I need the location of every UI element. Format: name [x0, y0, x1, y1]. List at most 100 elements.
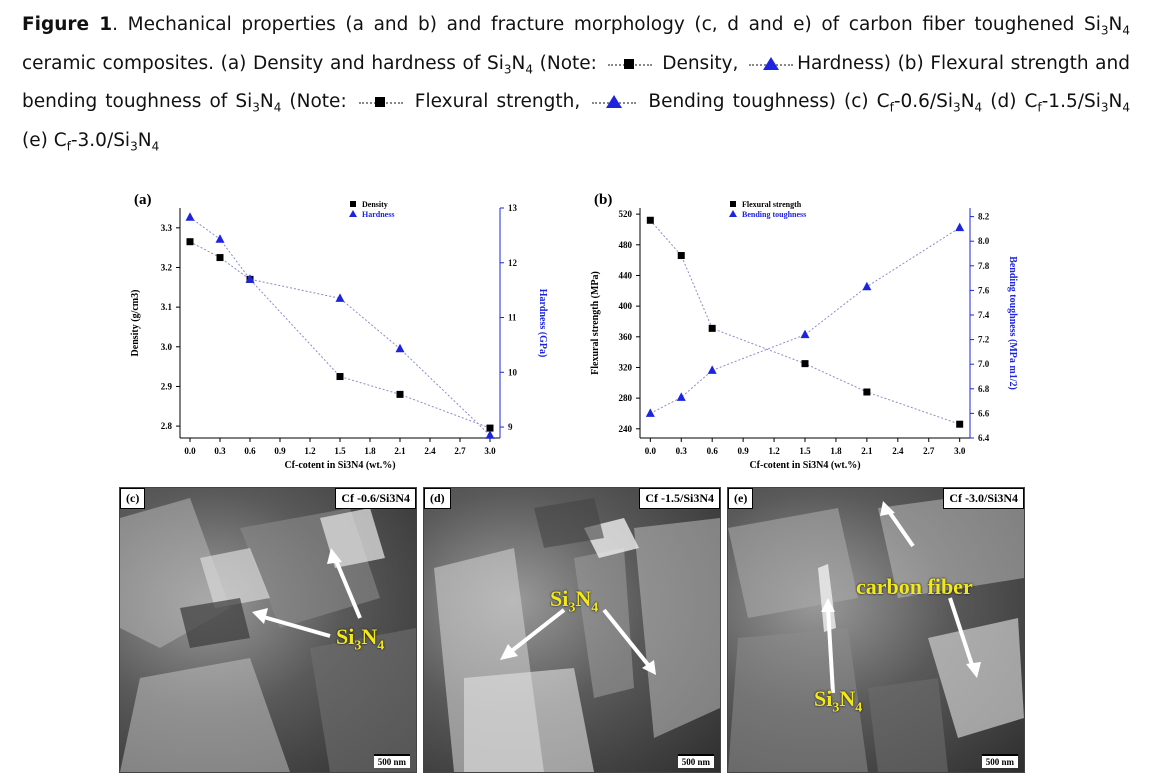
data-point-triangle: [215, 234, 225, 243]
x-tick-label: 1.5: [799, 446, 811, 456]
data-point-triangle: [676, 392, 686, 401]
data-point-triangle: [862, 281, 872, 291]
x-tick-label: 2.4: [424, 446, 436, 456]
series-line-triangle: [650, 227, 960, 414]
data-point-square: [708, 324, 716, 332]
y-tick-label: 2.9: [161, 381, 173, 391]
legend-label: Bending toughness: [742, 210, 806, 219]
triangle-legend-icon: [592, 95, 637, 109]
data-point-square: [396, 390, 404, 398]
x-tick-label: 0.3: [214, 446, 226, 456]
x-tick-label: 1.2: [768, 446, 780, 456]
y-tick-label: 3.3: [161, 223, 173, 233]
sem-texture-d: [434, 498, 720, 772]
y2-tick-label: 7.6: [978, 285, 990, 295]
data-point-triangle: [707, 365, 717, 374]
x-tick-label: 0.6: [244, 446, 256, 456]
y-tick-label: 400: [619, 301, 633, 311]
x-tick-label: 0.0: [184, 446, 196, 456]
y-tick-label: 320: [619, 362, 633, 372]
sem-texture-c: [120, 498, 416, 772]
square-legend-icon: [358, 95, 403, 109]
panel-label-e: (e): [728, 488, 754, 509]
data-point-triangle: [395, 343, 405, 353]
x-tick-label: 1.2: [304, 446, 316, 456]
x-tick-label: 2.7: [923, 446, 935, 456]
square-legend-icon: [607, 57, 652, 71]
y-tick-label: 3.1: [161, 302, 173, 312]
y2-tick-label: 7.4: [978, 310, 990, 320]
arrow-icon: [500, 608, 656, 675]
legend-square-icon: [730, 201, 736, 207]
y-tick-label: 240: [619, 424, 633, 434]
panel-label: (b): [594, 192, 612, 208]
x-tick-label: 2.7: [454, 446, 466, 456]
data-point-square: [216, 254, 224, 262]
y-axis-label: Flexural strength (MPa): [590, 271, 601, 375]
scale-bar-e: 500 nm: [981, 754, 1018, 768]
x-tick-label: 0.9: [738, 446, 750, 456]
chart-a-svg: (a) 0.0 0.3 0.6 0.9 1.2 1.5 1.8 2.1 2.4 2.7 3.0 2.8 2…: [130, 192, 548, 471]
si3n4-label-d: Si3N4: [550, 586, 599, 616]
y-tick-label: 280: [619, 393, 633, 403]
data-point-triangle: [185, 212, 195, 221]
x-tick-label: 2.1: [394, 446, 406, 456]
figure-caption: Figure 1. Mechanical properties (a and b…: [22, 14, 1130, 154]
sem-image-d: (d) Cf -1.5/Si3N4 Si3N4 500 nm: [423, 487, 721, 773]
sample-title-d: Cf -1.5/Si3N4: [639, 488, 720, 509]
x-tick-label: 2.1: [861, 446, 873, 456]
data-point-square: [956, 420, 964, 428]
sem-image-c: (c) Cf -0.6/Si3N4 Si3N4 500 nm: [119, 487, 417, 773]
x-tick-label: 0.0: [645, 446, 657, 456]
y-tick-label: 3.0: [161, 342, 173, 352]
x-tick-label: 0.6: [707, 446, 719, 456]
data-point-square: [336, 373, 344, 381]
y2-tick-label: 10: [508, 367, 518, 377]
y2-tick-label: 6.6: [978, 408, 990, 418]
series-line-square: [189, 241, 491, 429]
y2-axis-label: Hardness (GPa): [537, 289, 548, 358]
data-point-square: [677, 252, 685, 260]
scale-bar-c: 500 nm: [373, 754, 410, 768]
panel-label-c: (c): [120, 488, 146, 509]
y2-tick-label: 6.4: [978, 433, 990, 443]
panel-label: (a): [134, 192, 152, 208]
legend-label: Flexural strength: [742, 200, 802, 209]
data-point-square: [646, 216, 654, 224]
data-point-triangle: [335, 293, 345, 302]
legend-triangle-icon: [349, 210, 357, 217]
triangle-legend-icon: [749, 56, 794, 71]
y-axis-label: Density (g/cm3): [130, 290, 141, 357]
data-point-triangle: [955, 222, 965, 232]
y-tick-label: 480: [619, 240, 633, 250]
y-tick-label: 520: [619, 209, 633, 219]
data-point-square: [863, 388, 871, 396]
x-tick-label: 0.3: [676, 446, 688, 456]
panel-label-d: (d): [424, 488, 451, 509]
y2-tick-label: 6.8: [978, 384, 990, 394]
chart-a: (a) 0.0 0.3 0.6 0.9 1.2 1.5 1.8 2.1 2.4 2.7 3.0 2.8 2…: [118, 186, 558, 486]
sem-image-e: (e) Cf -3.0/Si3N4 carbon fiber Si3N4 500…: [727, 487, 1025, 773]
chart-b-svg: (b) 0.0 0.3 0.6 0.9 1.2 1.5 1.8 2.1 2.4 2.7 3.0 240 2…: [590, 192, 1018, 471]
y-tick-label: 2.8: [161, 421, 173, 431]
data-point-square: [186, 238, 194, 246]
x-tick-label: 1.5: [334, 446, 346, 456]
x-tick-label: 3.0: [954, 446, 966, 456]
y2-tick-label: 11: [508, 313, 517, 323]
y-tick-label: 3.2: [161, 262, 173, 272]
x-tick-label: 3.0: [484, 446, 496, 456]
x-axis-label: Cf-cotent in Si3N4 (wt.%): [749, 460, 860, 471]
y2-tick-label: 8.2: [978, 212, 990, 222]
arrow-icon: [821, 501, 981, 694]
y-tick-label: 360: [619, 332, 633, 342]
x-tick-label: 2.4: [892, 446, 904, 456]
series-line-triangle: [189, 216, 491, 436]
x-tick-label: 1.8: [364, 446, 376, 456]
y2-axis-label: Bending toughness (MPa m1/2): [1007, 256, 1018, 390]
data-point-triangle: [485, 430, 495, 439]
data-point-square: [801, 360, 809, 368]
y-tick-label: 440: [619, 270, 633, 280]
series-line-square: [649, 219, 960, 425]
y2-tick-label: 7.0: [978, 359, 990, 369]
si3n4-label-c: Si3N4: [336, 624, 385, 654]
